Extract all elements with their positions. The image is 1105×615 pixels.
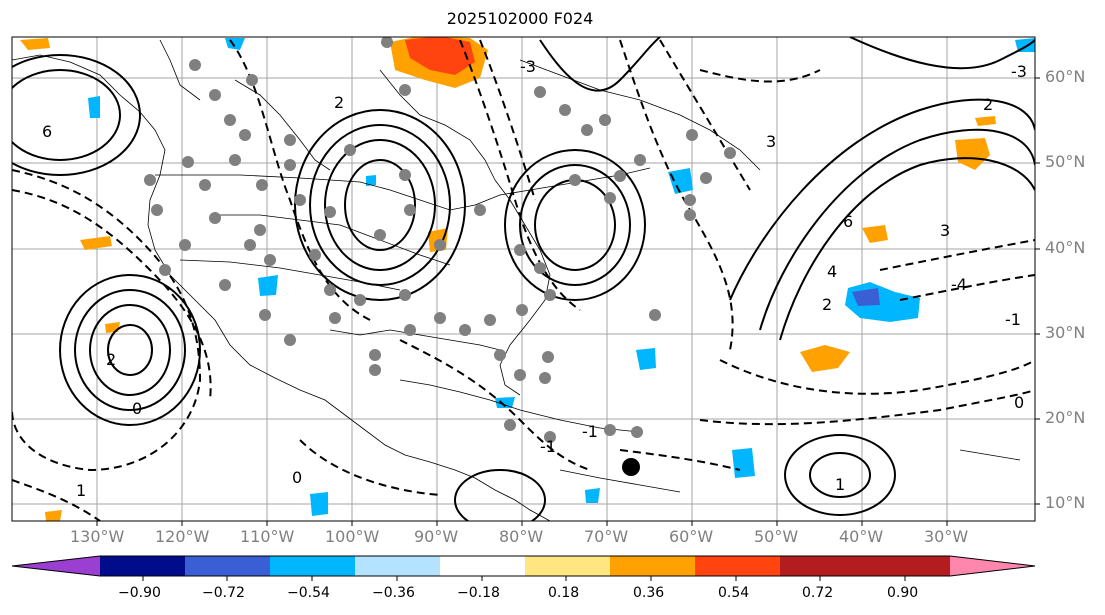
colorbar-bin (865, 556, 950, 576)
colorbar-tick-label: 0.90 (887, 585, 919, 601)
colorbar-bin (695, 556, 780, 576)
colorbar-tick-label: −0.36 (372, 585, 415, 601)
axis-ticks (96, 77, 1040, 526)
lon-label: 80°W (499, 527, 544, 546)
lon-label: 70°W (584, 527, 629, 546)
lon-label: 40°W (839, 527, 884, 546)
colorbar-bin (270, 556, 355, 576)
contour-label: 6 (843, 212, 853, 231)
colorbar-under (12, 556, 100, 576)
colorbar-tick-label: −0.72 (202, 585, 245, 601)
location-marker (622, 458, 640, 476)
map-border (11, 36, 1036, 522)
contour-label: 6 (42, 122, 52, 141)
lat-label: 40°N (1045, 238, 1086, 257)
colorbar-tick-label: −0.54 (287, 585, 330, 601)
station-markers (144, 37, 736, 443)
contour-label: 3 (940, 221, 950, 240)
lon-label: 100°W (325, 527, 380, 546)
lon-label: 120°W (155, 527, 210, 546)
colorbar-bin (780, 556, 865, 576)
lat-label: 10°N (1045, 493, 1086, 512)
contour-label: -1 (582, 422, 598, 441)
contour-label: 0 (292, 468, 302, 487)
colorbar-bin (610, 556, 695, 576)
contour-label: 0 (132, 399, 142, 418)
lon-label: 50°W (754, 527, 799, 546)
lat-label: 30°N (1045, 323, 1086, 342)
colorbar-tick-label: 0.18 (548, 585, 580, 601)
lon-label: 110°W (240, 527, 295, 546)
colorbar-bin (525, 556, 610, 576)
contour-label: 1 (835, 475, 845, 494)
contour-label: 4 (827, 262, 837, 281)
map-title: 2025102000 F024 (446, 9, 594, 28)
colorbar-outline (11, 555, 1036, 577)
colorbar-over (950, 556, 1035, 576)
lon-label: 90°W (414, 527, 459, 546)
lat-label: 20°N (1045, 408, 1086, 427)
colorbar-tick-label: 0.54 (718, 585, 750, 601)
contour-label: -1 (1005, 310, 1021, 329)
contour-label: 2 (822, 295, 832, 314)
lon-label: 130°W (70, 527, 125, 546)
contour-label: -1 (540, 437, 556, 456)
colorbar-tick-label: 0.36 (633, 585, 665, 601)
shaded-anomalies (20, 37, 1035, 521)
colorbar-tick-label: −0.90 (118, 585, 161, 601)
lat-label: 50°N (1045, 152, 1086, 171)
contour-labels: 6 2 -3 -1 0 1 2 3 4 -4 6 0 2 -1 2 1 -1 -… (42, 57, 1027, 500)
lat-label: 60°N (1045, 67, 1086, 86)
contour-label: -3 (1011, 62, 1027, 81)
graticule (12, 37, 1035, 521)
solid-contours (12, 37, 1035, 521)
lon-label: 30°W (924, 527, 969, 546)
contour-label: 2 (106, 350, 116, 369)
colorbar-bin (185, 556, 270, 576)
colorbar-bin (100, 556, 185, 576)
contour-label: 2 (334, 93, 344, 112)
contour-label: 1 (76, 481, 86, 500)
lon-label: 60°W (669, 527, 714, 546)
colorbar-tick-label: −0.18 (457, 585, 500, 601)
contour-label: -4 (951, 275, 967, 294)
colorbar-bin (355, 556, 440, 576)
contour-label: -3 (520, 57, 536, 76)
colorbar-ticks (142, 576, 906, 581)
colorbar-tick-label: 0.72 (802, 585, 834, 601)
contour-label: 3 (766, 132, 776, 151)
contour-label: 0 (1014, 393, 1024, 412)
colorbar-bin (440, 556, 525, 576)
contour-label: 2 (983, 95, 993, 114)
